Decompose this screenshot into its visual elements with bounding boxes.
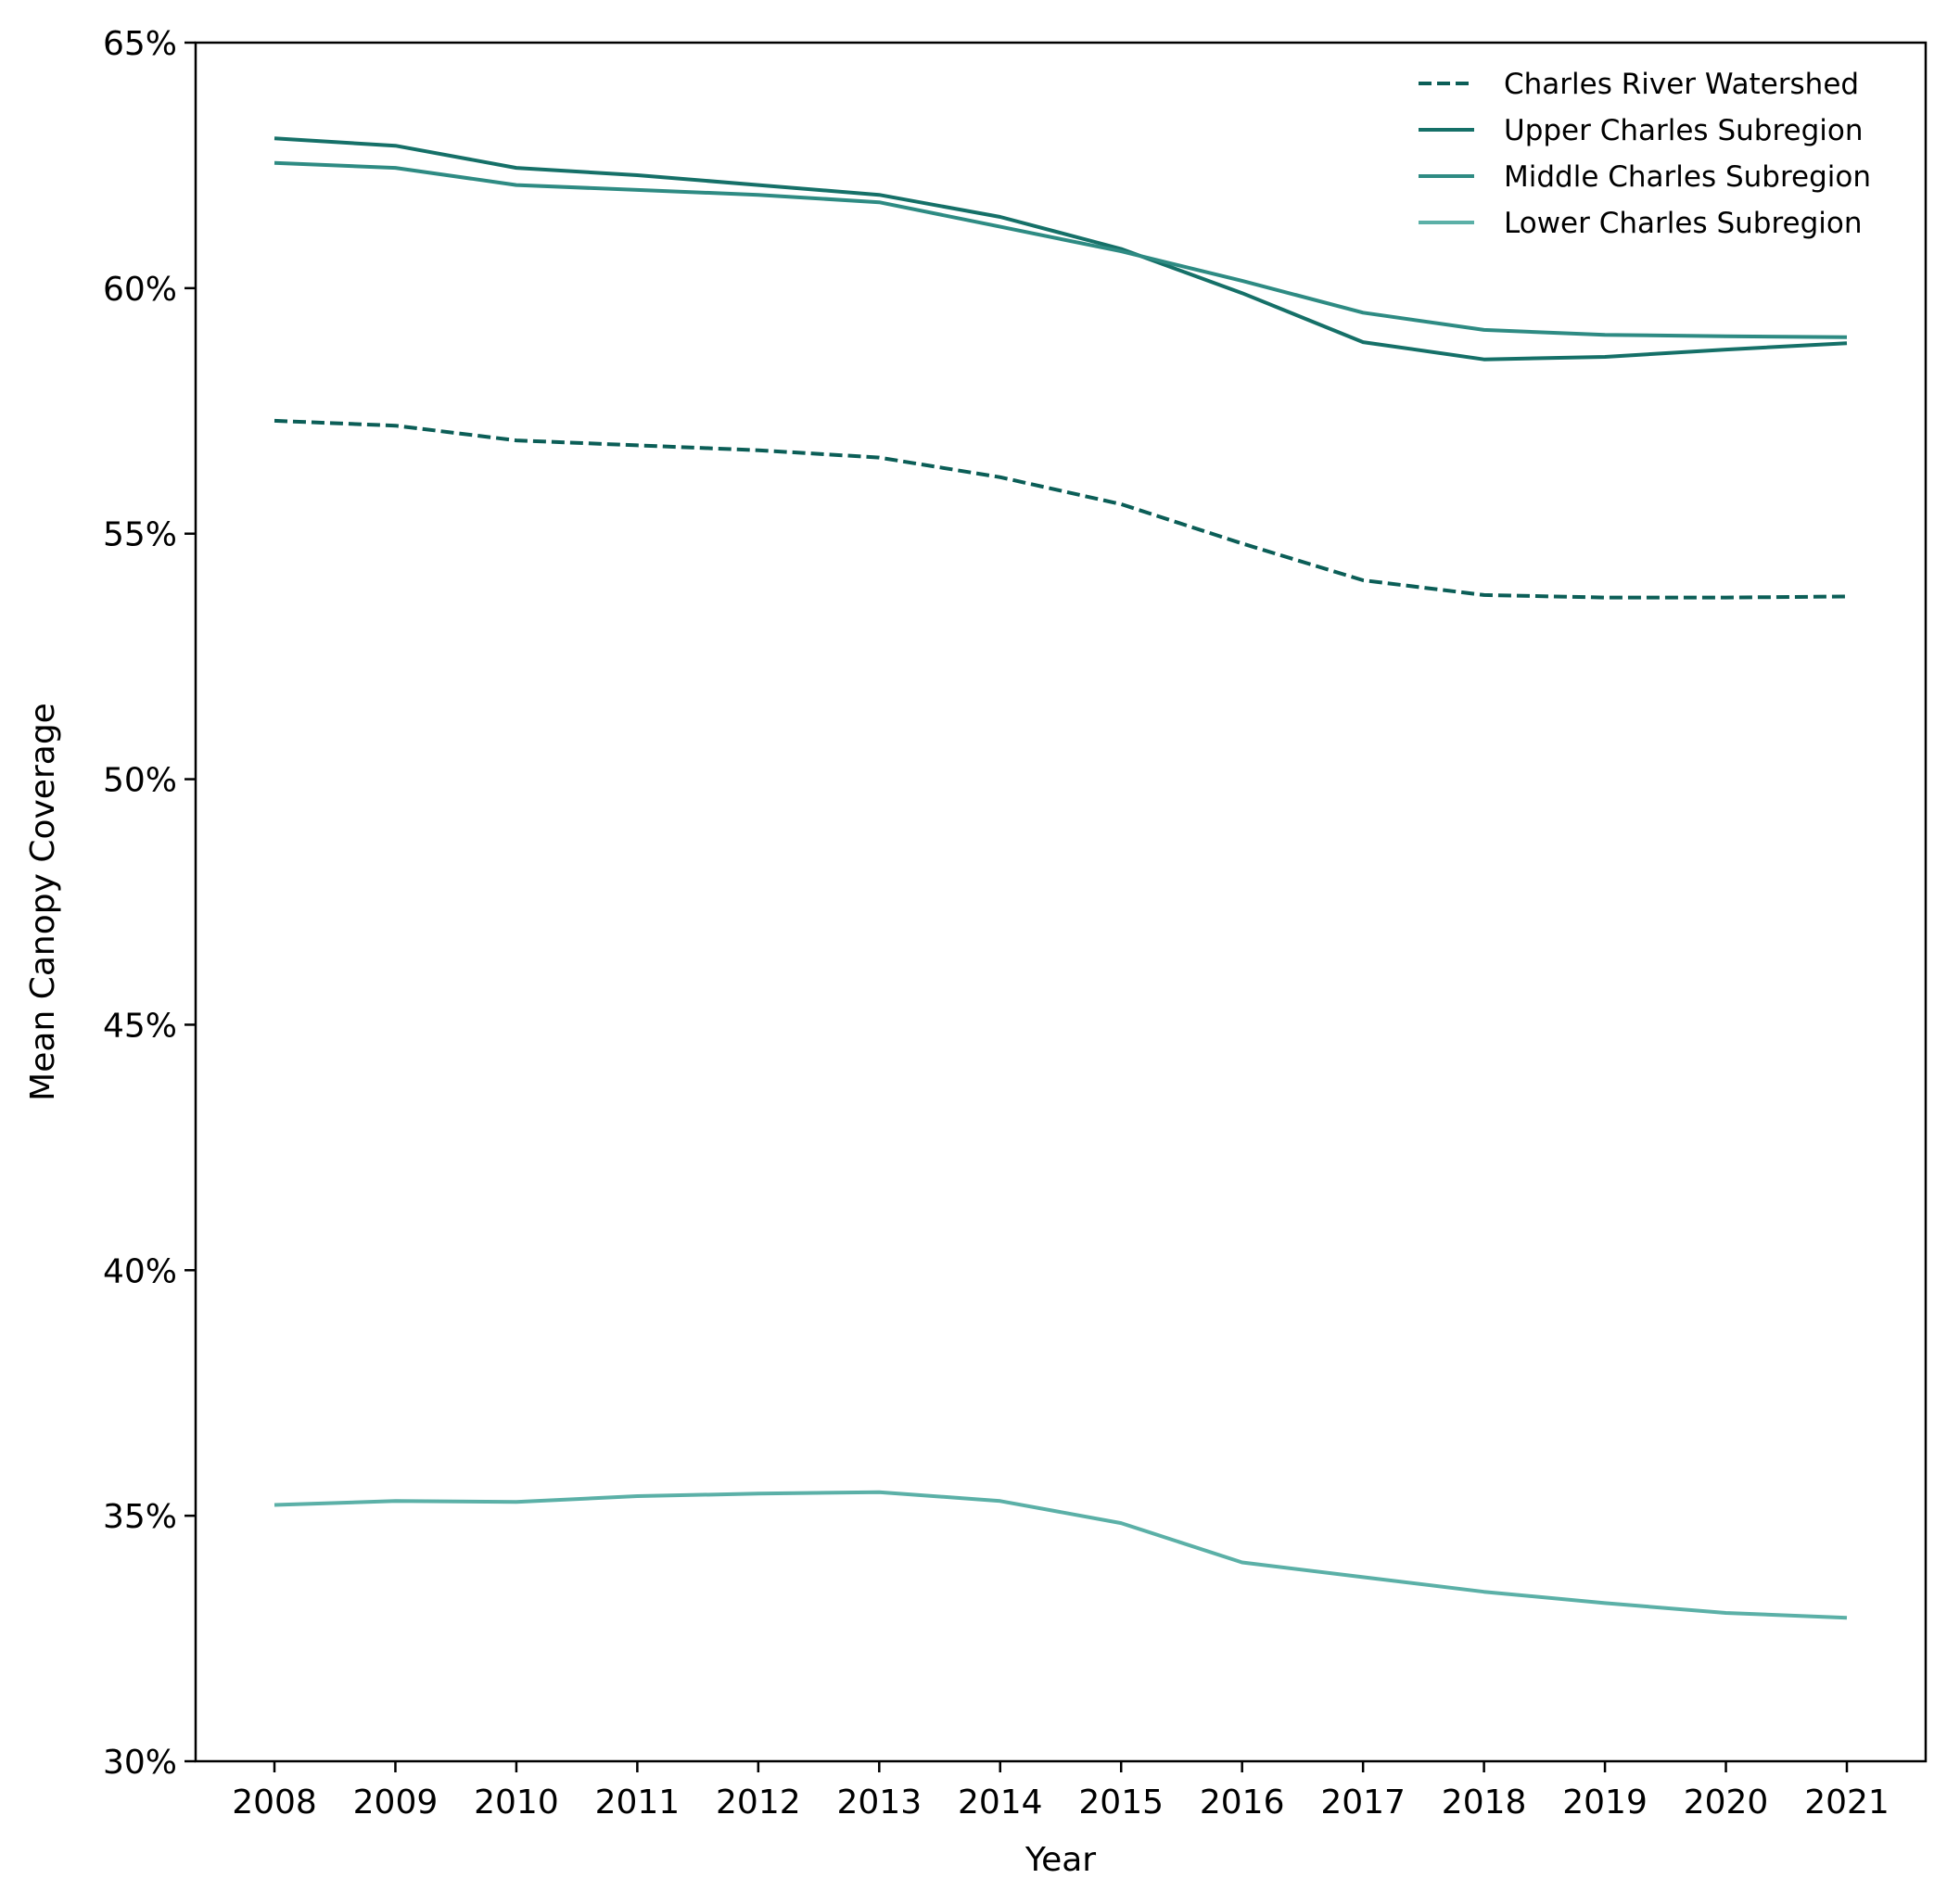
x-tick-label: 2011 <box>595 1783 681 1821</box>
y-tick-label: 40% <box>103 1252 177 1290</box>
plot-frame <box>194 41 1928 1763</box>
y-tick-label: 65% <box>103 25 177 63</box>
x-tick-label: 2017 <box>1320 1783 1406 1821</box>
y-tick-label: 45% <box>103 1007 177 1045</box>
legend-label: Lower Charles Subregion <box>1504 207 1863 240</box>
x-tick-label: 2020 <box>1684 1783 1769 1821</box>
series-layer <box>274 136 1848 1620</box>
y-tick-label: 55% <box>103 516 177 554</box>
x-tick-label: 2013 <box>836 1783 922 1821</box>
x-tick-label: 2021 <box>1804 1783 1890 1821</box>
x-tick-label: 2019 <box>1562 1783 1648 1821</box>
y-tick-label: 30% <box>103 1744 177 1782</box>
series-line-lower-charles-subregion <box>274 1490 1848 1620</box>
x-tick-label: 2016 <box>1200 1783 1285 1821</box>
x-tick-label: 2018 <box>1442 1783 1527 1821</box>
y-tick-label: 60% <box>103 271 177 309</box>
legend-label: Charles River Watershed <box>1504 68 1859 101</box>
legend-label: Middle Charles Subregion <box>1504 160 1871 194</box>
series-line-upper-charles-subregion <box>274 136 1848 362</box>
x-axis-label: Year <box>1024 1841 1096 1879</box>
x-tick-label: 2012 <box>716 1783 801 1821</box>
series-line-charles-river-watershed <box>274 418 1848 600</box>
x-tick-label: 2009 <box>353 1783 439 1821</box>
y-tick-label: 50% <box>103 762 177 800</box>
y-axis: 30% 35% 40% 45% 50% 55% 60% 65% <box>103 25 196 1782</box>
legend: Charles River Watershed Upper Charles Sub… <box>1419 68 1871 240</box>
x-tick-label: 2008 <box>232 1783 317 1821</box>
y-axis-label: Mean Canopy Coverage <box>24 703 62 1101</box>
legend-label: Upper Charles Subregion <box>1504 114 1864 147</box>
x-tick-label: 2014 <box>958 1783 1043 1821</box>
x-tick-label: 2010 <box>474 1783 559 1821</box>
y-tick-label: 35% <box>103 1498 177 1536</box>
x-axis: 2008 2009 2010 2011 2012 2013 2014 2015 2016 2017… <box>232 1761 1890 1821</box>
x-tick-label: 2015 <box>1078 1783 1164 1821</box>
series-line-middle-charles-subregion <box>274 160 1848 339</box>
